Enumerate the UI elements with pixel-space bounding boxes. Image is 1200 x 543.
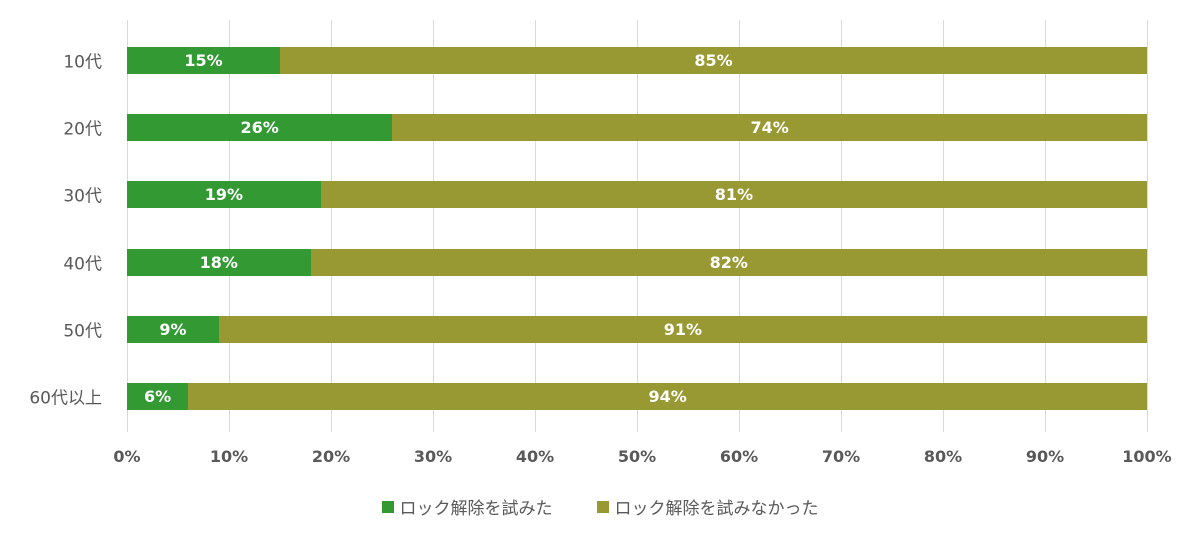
x-tick-label: 30%	[413, 447, 453, 466]
category-label: 50代	[63, 321, 102, 342]
gridline	[943, 20, 944, 432]
x-tick-label: 90%	[1025, 447, 1065, 466]
legend-label: ロック解除を試みなかった	[614, 499, 819, 519]
gridline	[637, 20, 638, 432]
bar-row: 18% 82%	[127, 248, 1147, 276]
bar-segment-tried: 6%	[127, 382, 189, 410]
category-label: 40代	[63, 254, 102, 275]
legend-swatch-green	[381, 500, 394, 513]
bar-segment-not-tried: 94%	[188, 382, 1147, 410]
bar-segment-not-tried: 82%	[310, 248, 1147, 276]
gridline	[1147, 20, 1148, 432]
gridline	[841, 20, 842, 432]
x-tick-label: 40%	[515, 447, 555, 466]
gridline	[127, 20, 128, 432]
bar-segment-tried: 19%	[127, 180, 321, 208]
bar-segment-tried: 26%	[127, 113, 393, 141]
x-tick-label: 100%	[1122, 447, 1172, 466]
bar-row: 26% 74%	[127, 113, 1147, 141]
x-tick-label: 10%	[209, 447, 249, 466]
legend-label: ロック解除を試みた	[399, 499, 553, 519]
x-tick-label: 50%	[617, 447, 657, 466]
category-label: 10代	[63, 52, 102, 73]
legend: ロック解除を試みた ロック解除を試みなかった	[0, 494, 1200, 519]
bar-row: 9% 91%	[127, 315, 1147, 343]
bar-row: 19% 81%	[127, 180, 1147, 208]
x-tick-label: 20%	[311, 447, 351, 466]
legend-item-not-tried: ロック解除を試みなかった	[596, 494, 819, 519]
gridline	[1045, 20, 1046, 432]
gridline	[433, 20, 434, 432]
x-tick-label: 60%	[719, 447, 759, 466]
bar-segment-tried: 15%	[127, 46, 280, 74]
bar-segment-not-tried: 85%	[280, 46, 1147, 74]
legend-swatch-olive	[596, 500, 609, 513]
bar-row: 6% 94%	[127, 382, 1147, 410]
plot-area	[127, 20, 1148, 432]
bar-row: 15% 85%	[127, 46, 1147, 74]
gridline	[535, 20, 536, 432]
bar-segment-not-tried: 74%	[392, 113, 1147, 141]
x-tick-label: 80%	[923, 447, 963, 466]
bar-segment-not-tried: 81%	[320, 180, 1147, 208]
bar-segment-not-tried: 91%	[218, 315, 1147, 343]
bar-segment-tried: 9%	[127, 315, 219, 343]
gridline	[331, 20, 332, 432]
gridline	[739, 20, 740, 432]
x-tick-label: 70%	[821, 447, 861, 466]
x-tick-label: 0%	[113, 447, 141, 466]
gridline	[229, 20, 230, 432]
legend-item-tried: ロック解除を試みた	[381, 494, 553, 519]
category-label: 60代以上	[29, 388, 102, 409]
bar-segment-tried: 18%	[127, 248, 311, 276]
category-label: 30代	[63, 186, 102, 207]
category-label: 20代	[63, 119, 102, 140]
